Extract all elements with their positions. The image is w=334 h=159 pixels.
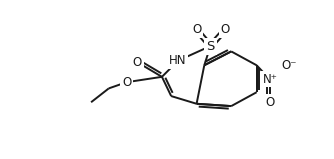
- Text: N⁺: N⁺: [263, 73, 278, 86]
- Text: O: O: [265, 96, 274, 109]
- Text: O⁻: O⁻: [281, 59, 297, 72]
- Text: O: O: [192, 23, 201, 36]
- Text: S: S: [206, 40, 215, 52]
- Text: O: O: [122, 76, 131, 89]
- Text: O: O: [133, 56, 142, 69]
- Text: HN: HN: [169, 54, 186, 67]
- Text: O: O: [220, 23, 230, 36]
